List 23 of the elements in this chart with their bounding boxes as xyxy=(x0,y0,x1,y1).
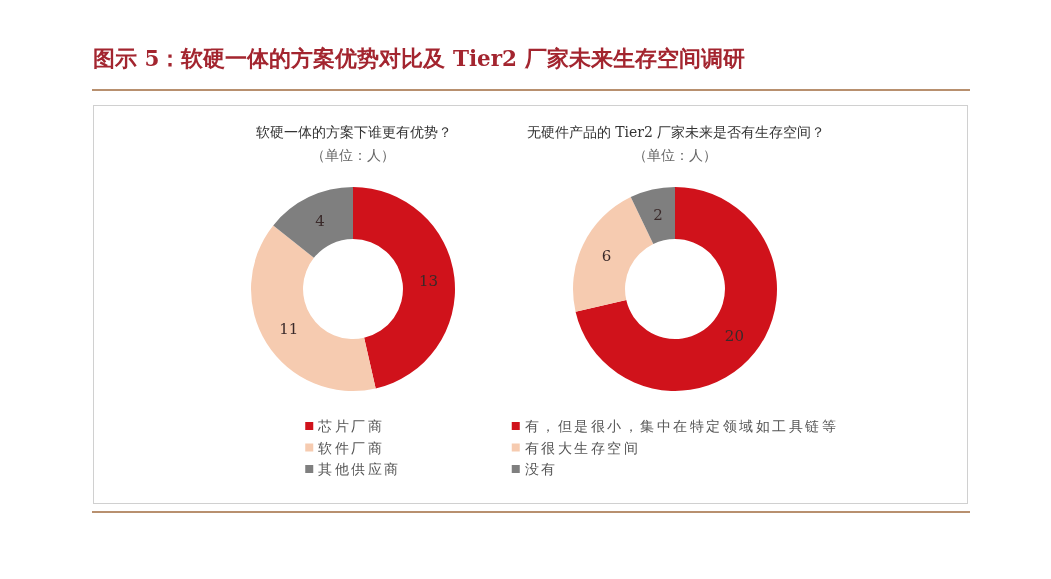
legend-label: 有很大生存空间 xyxy=(524,439,641,456)
donut-slice xyxy=(251,225,376,391)
chart-subtitle: （单位：人） xyxy=(311,147,395,163)
legend-label: 芯片厂商 xyxy=(317,418,385,434)
legend-label: 有，但是很小，集中在特定领域如工具链等 xyxy=(524,418,839,434)
donut-slice xyxy=(353,187,455,389)
data-label: 13 xyxy=(418,271,439,290)
legend-label: 没有 xyxy=(524,461,558,477)
chart-title: 软硬一体的方案下谁更有优势？ xyxy=(256,124,452,140)
chart-title: 无硬件产品的 Tier2 厂家未来是否有生存空间？ xyxy=(526,124,826,140)
data-label: 2 xyxy=(653,205,663,224)
text: 图示 5：软硬一体的方案优势对比及 Tier2 厂家未来生存空间调研 xyxy=(93,45,745,71)
data-label: 4 xyxy=(315,211,325,230)
donut-slice xyxy=(573,197,654,312)
chart-subtitle: （单位：人） xyxy=(633,147,717,163)
data-label: 11 xyxy=(279,320,299,339)
donut-slice xyxy=(575,187,777,391)
donut-slice xyxy=(273,187,353,258)
legend-label: 其他供应商 xyxy=(318,461,401,477)
donut-slice xyxy=(630,187,675,244)
data-label: 20 xyxy=(724,327,744,346)
legend-label: 软件厂商 xyxy=(318,439,385,456)
data-label: 6 xyxy=(601,247,612,266)
